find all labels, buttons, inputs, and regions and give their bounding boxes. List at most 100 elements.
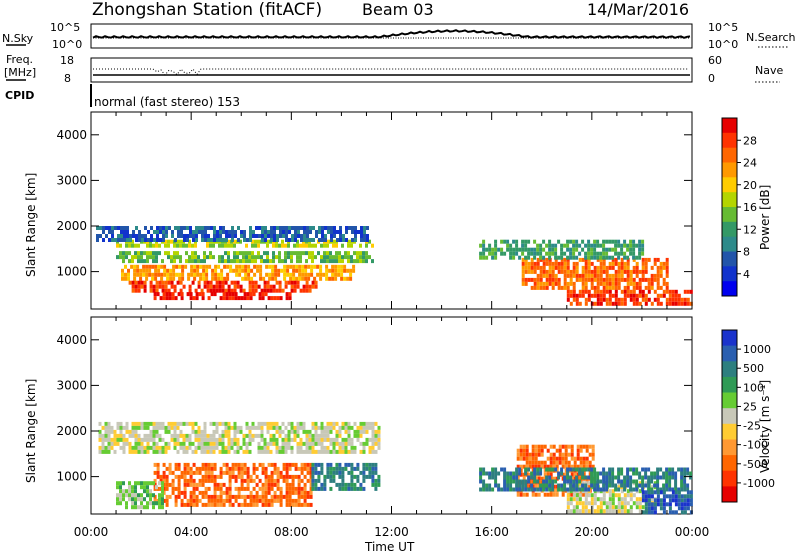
velocity-echo-cell bbox=[258, 478, 262, 483]
freq-tick-bottom: 8 bbox=[64, 72, 71, 85]
velocity-echo-cell bbox=[516, 456, 520, 461]
power-echo-cell bbox=[156, 230, 159, 234]
velocity-echo-cell bbox=[245, 441, 249, 446]
power-echo-cell bbox=[164, 243, 167, 248]
power-echo-cell bbox=[134, 255, 137, 260]
velocity-echo-cell bbox=[281, 449, 285, 454]
power-echo-cell bbox=[584, 301, 588, 306]
power-echo-cell bbox=[231, 226, 234, 230]
velocity-echo-cell bbox=[168, 466, 172, 471]
velocity-echo-cell bbox=[689, 490, 693, 495]
power-echo-cell bbox=[278, 243, 281, 248]
power-colorbar-swatch bbox=[722, 266, 737, 282]
power-echo-cell bbox=[191, 251, 194, 256]
velocity-echo-cell bbox=[689, 471, 693, 476]
power-echo-cell bbox=[363, 234, 366, 238]
velocity-echo-cell bbox=[629, 475, 633, 480]
power-echo-cell bbox=[632, 243, 636, 248]
power-echo-cell bbox=[175, 272, 179, 277]
velocity-echo-cell bbox=[579, 456, 583, 461]
velocity-echo-cell bbox=[300, 502, 304, 507]
power-echo-cell bbox=[227, 243, 230, 248]
velocity-echo-cell bbox=[564, 456, 568, 461]
power-echo-cell bbox=[557, 285, 561, 290]
power-echo-cell bbox=[650, 265, 654, 270]
power-echo-cell bbox=[239, 284, 243, 289]
power-echo-cell bbox=[312, 238, 315, 242]
velocity-echo-cell bbox=[365, 425, 369, 430]
power-echo-cell bbox=[126, 226, 129, 230]
power-echo-cell bbox=[542, 247, 546, 252]
power-echo-cell bbox=[149, 288, 153, 293]
power-echo-cell bbox=[177, 226, 180, 230]
power-echo-cell bbox=[222, 292, 226, 297]
power-echo-cell bbox=[122, 255, 125, 260]
power-echo-cell bbox=[193, 268, 197, 273]
velocity-echo-cell bbox=[519, 464, 523, 469]
velocity-echo-cell bbox=[171, 470, 175, 475]
power-echo-cell bbox=[596, 293, 600, 298]
velocity-echo-cell bbox=[276, 474, 280, 479]
power-echo-cell bbox=[644, 265, 648, 270]
power-echo-cell bbox=[352, 268, 356, 273]
velocity-echo-cell bbox=[620, 509, 624, 514]
time-xlabel: Time UT bbox=[364, 540, 415, 554]
velocity-echo-cell bbox=[162, 482, 166, 487]
power-echo-cell bbox=[302, 284, 306, 289]
velocity-echo-cell bbox=[210, 494, 214, 499]
power-echo-cell bbox=[626, 261, 630, 266]
power-echo-cell bbox=[479, 255, 483, 260]
velocity-echo-cell bbox=[573, 464, 577, 469]
power-echo-cell bbox=[210, 292, 214, 297]
velocity-echo-cell bbox=[152, 425, 156, 430]
velocity-echo-band bbox=[153, 462, 313, 507]
power-echo-cell bbox=[656, 301, 660, 306]
power-echo-cell bbox=[214, 264, 218, 269]
power-echo-cell bbox=[279, 234, 282, 238]
velocity-echo-cell bbox=[558, 460, 562, 465]
power-echo-cell bbox=[196, 268, 200, 273]
power-echo-cell bbox=[563, 269, 567, 274]
velocity-echo-cell bbox=[558, 444, 562, 449]
velocity-echo-cell bbox=[308, 429, 312, 434]
power-echo-cell bbox=[608, 285, 612, 290]
velocity-echo-cell bbox=[264, 474, 268, 479]
velocity-echo-cell bbox=[116, 433, 120, 438]
nsky-trace bbox=[92, 29, 691, 39]
velocity-echo-cell bbox=[194, 421, 198, 426]
power-echo-cell bbox=[188, 243, 191, 248]
velocity-echo-cell bbox=[182, 421, 186, 426]
power-echo-cell bbox=[596, 265, 600, 270]
velocity-echo-cell bbox=[234, 486, 238, 491]
power-echo-cell bbox=[342, 238, 345, 242]
velocity-echo-cell bbox=[353, 429, 357, 434]
power-echo-cell bbox=[192, 238, 195, 242]
velocity-echo-cell bbox=[576, 448, 580, 453]
power-echo-cell bbox=[524, 265, 528, 270]
power-echo-cell bbox=[305, 243, 308, 248]
power-echo-cell bbox=[563, 265, 567, 270]
power-echo-cell bbox=[334, 268, 338, 273]
velocity-echo-cell bbox=[285, 478, 289, 483]
velocity-echo-cell bbox=[146, 481, 149, 486]
velocity-echo-cell bbox=[278, 449, 282, 454]
power-echo-cell bbox=[158, 251, 161, 256]
velocity-echo-cell bbox=[185, 437, 189, 442]
power-echo-cell bbox=[542, 257, 546, 262]
velocity-echo-cell bbox=[156, 466, 160, 471]
velocity-echo-cell bbox=[540, 452, 544, 457]
velocity-echo-cell bbox=[521, 487, 525, 492]
velocity-echo-cell bbox=[257, 449, 261, 454]
velocity-echo-cell bbox=[309, 474, 313, 479]
velocity-echo-cell bbox=[531, 452, 535, 457]
velocity-echo-cell bbox=[638, 505, 642, 510]
power-echo-cell bbox=[141, 238, 144, 242]
velocity-echo-cell bbox=[252, 502, 256, 507]
velocity-echo-cell bbox=[320, 486, 324, 491]
velocity-echo-cell bbox=[356, 474, 360, 479]
velocity-echo-cell bbox=[264, 498, 268, 503]
power-echo-cell bbox=[152, 255, 155, 260]
power-echo-cell bbox=[167, 288, 171, 293]
power-echo-cell bbox=[366, 226, 369, 230]
power-echo-cell bbox=[348, 226, 351, 230]
